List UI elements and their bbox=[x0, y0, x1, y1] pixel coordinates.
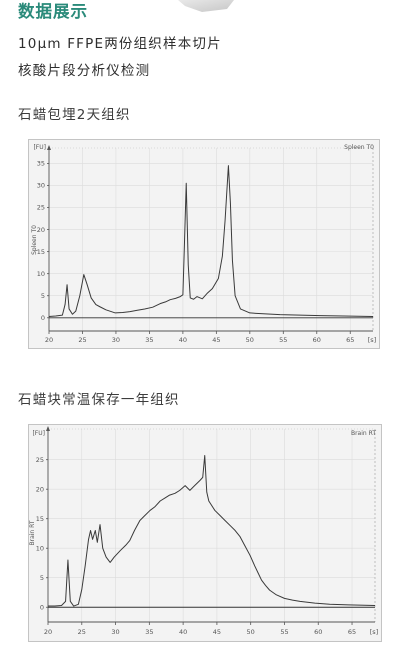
series-line bbox=[48, 165, 374, 317]
x-tick-label: 30 bbox=[112, 336, 120, 344]
x-tick-label: 60 bbox=[314, 628, 322, 636]
chart-title: Brain RT bbox=[351, 430, 376, 437]
y-tick-label: 5 bbox=[41, 292, 45, 300]
x-tick-label: 25 bbox=[78, 628, 86, 636]
x-tick-label: 20 bbox=[44, 628, 52, 636]
section-heading: 数据展示 bbox=[18, 2, 88, 21]
y-tick-label: 0 bbox=[41, 314, 45, 322]
x-tick-label: 50 bbox=[246, 336, 254, 344]
y-tick-label: 20 bbox=[37, 226, 45, 234]
y-tick-label: 25 bbox=[36, 456, 44, 464]
chart-2-caption: 石蜡块常温保存一年组织 bbox=[18, 392, 180, 408]
y-tick-label: 5 bbox=[40, 574, 44, 582]
y-tick-label: 25 bbox=[37, 204, 45, 212]
y-unit-label: [FU] bbox=[32, 430, 45, 437]
x-tick-label: 35 bbox=[145, 336, 153, 344]
electropherogram-chart-spleen: 20 25 30 35 40 45 50 55 60 65 [s] 0 5 10 15 20 25 30 35 [FU… bbox=[28, 139, 380, 349]
chart-title: Spleen T0 bbox=[344, 144, 374, 151]
chart-frame bbox=[28, 139, 380, 349]
x-tick-label: 55 bbox=[279, 336, 287, 344]
sample-description: 10μm FFPE两份组织样本切片 bbox=[18, 36, 222, 52]
chart-1-caption: 石蜡包埋2天组织 bbox=[18, 107, 131, 123]
x-unit-label: [s] bbox=[368, 336, 376, 344]
instrument-description: 核酸片段分析仪检测 bbox=[18, 63, 151, 79]
x-tick-label: 40 bbox=[179, 336, 187, 344]
y-tick-label: 30 bbox=[37, 182, 45, 190]
x-tick-label: 35 bbox=[145, 628, 153, 636]
y-unit-label: [FU] bbox=[33, 144, 46, 151]
series-line bbox=[48, 455, 376, 607]
y-tick-label: 0 bbox=[40, 603, 44, 611]
decorative-image-fragment bbox=[178, 0, 234, 12]
chart-frame bbox=[28, 424, 382, 642]
y-axis-label: Spleen T0 bbox=[31, 225, 38, 255]
y-axis-arrow bbox=[47, 145, 51, 150]
y-axis-label: Brain RT bbox=[29, 520, 36, 545]
x-tick-label: 55 bbox=[280, 628, 288, 636]
y-tick-label: 35 bbox=[37, 160, 45, 168]
x-tick-label: 25 bbox=[78, 336, 86, 344]
electropherogram-chart-brain: 20 25 30 35 40 45 50 55 60 65 [s] 0 5 10 15 20 25 [FU] Bra… bbox=[28, 424, 382, 642]
x-tick-label: 60 bbox=[313, 336, 321, 344]
x-unit-label: [s] bbox=[370, 628, 378, 636]
y-tick-label: 15 bbox=[36, 515, 44, 523]
x-tick-label: 30 bbox=[111, 628, 119, 636]
x-tick-label: 45 bbox=[212, 336, 220, 344]
x-tick-label: 45 bbox=[213, 628, 221, 636]
y-tick-label: 10 bbox=[37, 270, 45, 278]
x-tick-label: 50 bbox=[247, 628, 255, 636]
y-tick-label: 10 bbox=[36, 544, 44, 552]
x-tick-label: 65 bbox=[346, 336, 354, 344]
x-tick-label: 40 bbox=[179, 628, 187, 636]
y-tick-label: 20 bbox=[36, 485, 44, 493]
y-tick-label: 15 bbox=[37, 248, 45, 256]
y-axis-arrow bbox=[46, 426, 50, 431]
x-tick-label: 65 bbox=[348, 628, 356, 636]
x-tick-label: 20 bbox=[45, 336, 53, 344]
